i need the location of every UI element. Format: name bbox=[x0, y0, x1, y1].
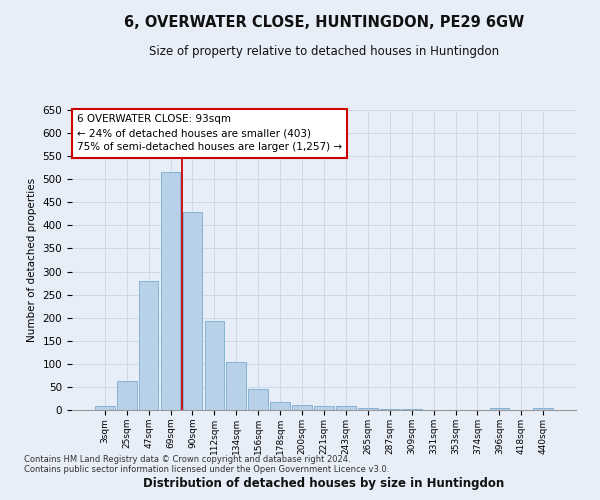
Bar bbox=[490, 408, 509, 410]
Y-axis label: Number of detached properties: Number of detached properties bbox=[27, 178, 37, 342]
Text: Contains public sector information licensed under the Open Government Licence v3: Contains public sector information licen… bbox=[24, 466, 389, 474]
Bar bbox=[182, 212, 202, 410]
Bar bbox=[314, 406, 334, 410]
Text: 6 OVERWATER CLOSE: 93sqm
← 24% of detached houses are smaller (403)
75% of semi-: 6 OVERWATER CLOSE: 93sqm ← 24% of detach… bbox=[77, 114, 342, 152]
Bar bbox=[402, 409, 422, 410]
Text: Contains HM Land Registry data © Crown copyright and database right 2024.: Contains HM Land Registry data © Crown c… bbox=[24, 456, 350, 464]
Bar bbox=[161, 172, 181, 410]
Bar bbox=[292, 405, 312, 410]
Bar bbox=[248, 389, 268, 410]
Bar bbox=[358, 408, 378, 410]
Bar bbox=[139, 281, 158, 410]
Bar bbox=[380, 409, 400, 410]
Bar bbox=[336, 406, 356, 410]
Text: Size of property relative to detached houses in Huntingdon: Size of property relative to detached ho… bbox=[149, 45, 499, 58]
Bar bbox=[226, 362, 246, 410]
Text: 6, OVERWATER CLOSE, HUNTINGDON, PE29 6GW: 6, OVERWATER CLOSE, HUNTINGDON, PE29 6GW bbox=[124, 15, 524, 30]
Text: Distribution of detached houses by size in Huntingdon: Distribution of detached houses by size … bbox=[143, 477, 505, 490]
Bar bbox=[205, 322, 224, 410]
Bar bbox=[95, 406, 115, 410]
Bar bbox=[270, 402, 290, 410]
Bar bbox=[533, 408, 553, 410]
Bar bbox=[117, 381, 137, 410]
